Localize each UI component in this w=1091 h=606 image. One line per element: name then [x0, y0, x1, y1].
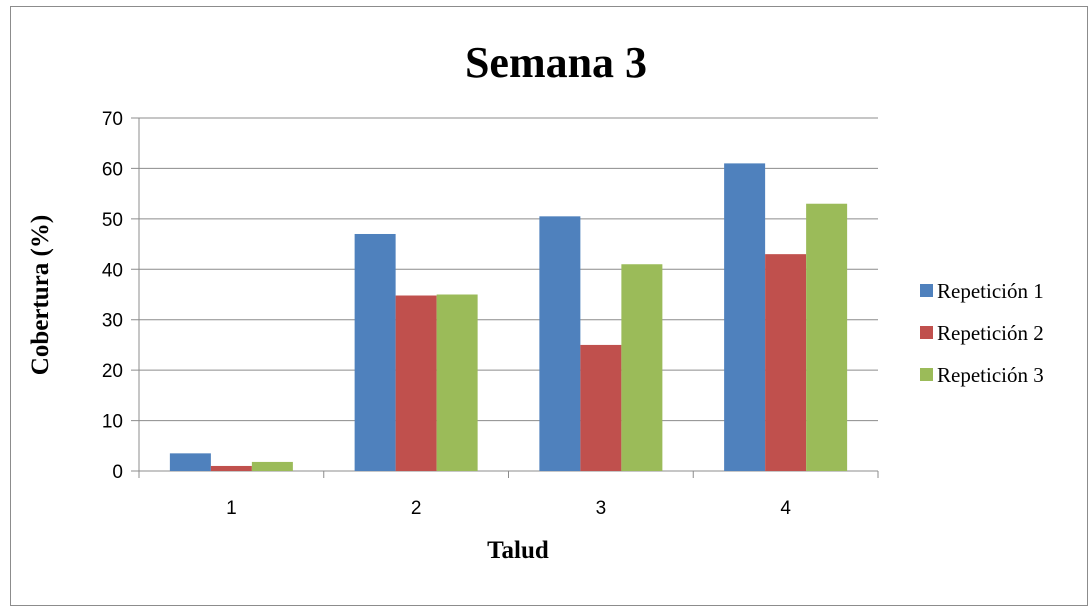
x-tick-label: 4 — [780, 498, 791, 519]
y-tick-label: 40 — [102, 260, 123, 281]
x-tick-label: 2 — [411, 498, 422, 519]
bar-cat2-series1 — [354, 233, 396, 471]
legend-swatch-3 — [920, 368, 933, 381]
x-tick-label: 1 — [226, 498, 237, 519]
bar-cat2-series3 — [436, 294, 478, 471]
chart-title: Semana 3 — [465, 38, 647, 87]
y-tick-label: 50 — [102, 210, 123, 231]
bar-cat1-series2 — [210, 465, 252, 471]
bar-cat1-series3 — [251, 461, 293, 471]
bar-cat4-series1 — [724, 163, 766, 471]
bar-cat2-series2 — [395, 295, 437, 471]
bars — [169, 163, 848, 471]
x-tick-labels: 1 2 3 4 — [226, 498, 791, 519]
x-axis-title: Talud — [487, 537, 549, 564]
bar-cat3-series2 — [580, 344, 622, 471]
y-tick-label: 60 — [102, 159, 123, 180]
x-tick-label: 3 — [596, 498, 607, 519]
legend-swatch-1 — [920, 284, 933, 297]
bar-cat4-series3 — [806, 203, 848, 471]
legend-swatch-2 — [920, 326, 933, 339]
legend-label-1: Repetición 1 — [937, 279, 1044, 303]
legend-label-3: Repetición 3 — [937, 363, 1044, 387]
bar-cat3-series3 — [621, 264, 663, 471]
y-tick-label: 10 — [102, 412, 123, 433]
y-tick-label: 30 — [102, 311, 123, 332]
y-axis-title: Cobertura (%) — [27, 215, 54, 375]
chart-canvas: Semana 3 0 10 20 30 40 50 60 70 1 2 3 4 Talud Cobe… — [27, 38, 1044, 564]
y-tick-label: 70 — [102, 109, 123, 130]
legend: Repetición 1 Repetición 2 Repetición 3 — [920, 279, 1044, 387]
bar-cat3-series1 — [539, 216, 581, 471]
y-tick-labels: 0 10 20 30 40 50 60 70 — [102, 109, 123, 483]
bar-cat1-series1 — [169, 453, 211, 471]
y-tick-label: 20 — [102, 361, 123, 382]
bar-cat4-series2 — [765, 254, 807, 471]
y-tick-label: 0 — [112, 462, 123, 483]
legend-label-2: Repetición 2 — [937, 321, 1044, 345]
